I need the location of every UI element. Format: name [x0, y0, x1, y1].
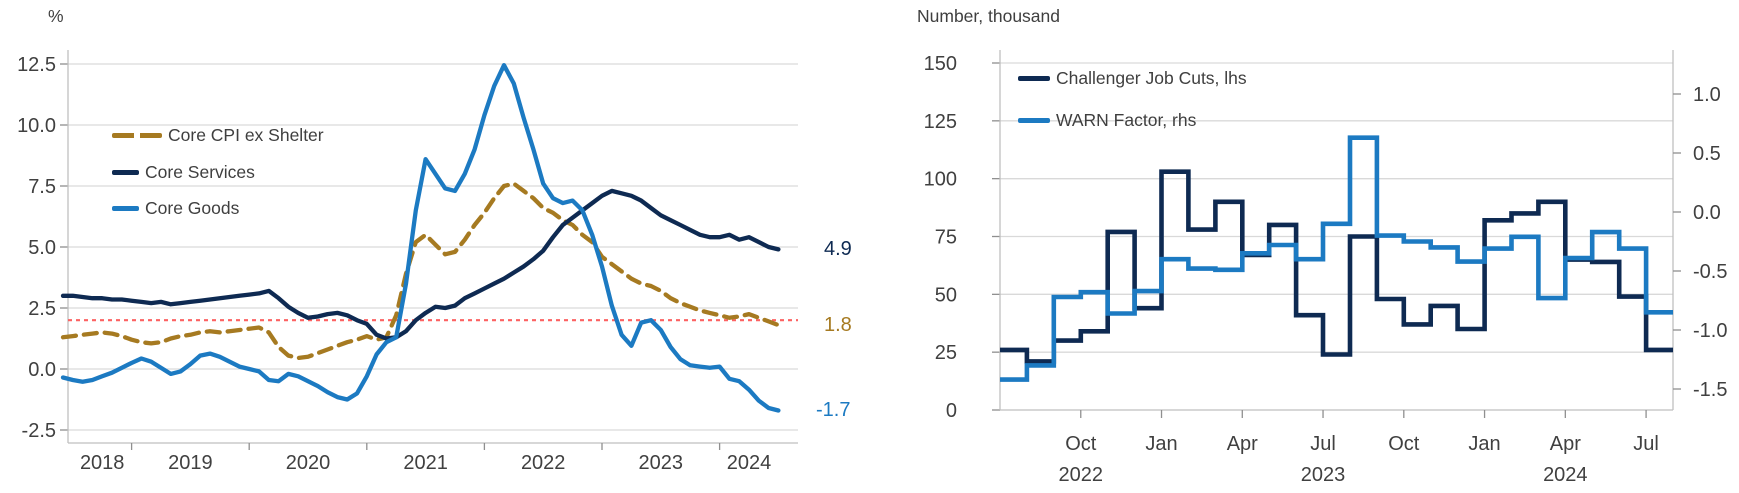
x-tick-year-label: 2023 — [1301, 464, 1346, 486]
x-tick-year-label: 2024 — [1543, 464, 1588, 486]
legend-item-challenger-job-cuts-lhs: Challenger Job Cuts, lhs — [1018, 67, 1247, 89]
left-tick-label: 50 — [935, 284, 957, 306]
right-chart-title: Number, thousand — [917, 6, 1061, 26]
right-tick-label: 0.0 — [1693, 202, 1721, 224]
series-end-value-core-services: 4.9 — [824, 238, 852, 261]
legend-item-core-cpi-ex-shelter: Core CPI ex Shelter — [112, 124, 324, 146]
series-line-core-services — [60, 188, 781, 341]
legend-item-warn-factor-rhs: WARN Factor, rhs — [1018, 109, 1196, 131]
legend-swatch-icon — [1018, 75, 1050, 81]
x-tick-label: Oct — [1065, 433, 1097, 455]
right-tick-label: -1.5 — [1693, 379, 1727, 401]
series-end-value-core-goods: -1.7 — [816, 399, 851, 422]
legend-swatch-icon — [1018, 117, 1050, 123]
left-tick-label: 100 — [924, 169, 957, 191]
legend-item-core-goods: Core Goods — [112, 197, 239, 219]
inflation-chart-plot: 12.5 10.0 7.5 5.0 2.5 0.0 -2.5 2018 2019 2020 2021… — [17, 50, 798, 474]
legend-label: Core CPI ex Shelter — [168, 124, 324, 145]
x-tick-label: Oct — [1388, 433, 1420, 455]
y-tick-label: 10.0 — [17, 115, 56, 137]
x-tick-label: 2019 — [168, 452, 213, 474]
legend-swatch-icon — [112, 169, 139, 175]
series-line-challenger-job-cuts-lhs — [1000, 169, 1673, 364]
y-tick-label: 7.5 — [28, 176, 56, 198]
right-tick-label: -1.0 — [1693, 320, 1727, 342]
y-tick-label: -2.5 — [22, 420, 56, 442]
right-tick-label: -0.5 — [1693, 261, 1727, 283]
x-tick-label: Jan — [1145, 433, 1177, 455]
legend-label: Core Goods — [145, 197, 240, 218]
x-tick-label: Jan — [1468, 433, 1500, 455]
x-tick-label: 2024 — [727, 452, 772, 474]
right-tick-label: 0.5 — [1693, 143, 1721, 165]
x-tick-label: 2023 — [639, 452, 684, 474]
series-line-warn-factor-rhs — [1000, 135, 1673, 382]
x-tick-label: 2021 — [403, 452, 448, 474]
x-tick-label: 2020 — [286, 452, 331, 474]
x-tick-label: Jul — [1310, 433, 1336, 455]
series-end-value-core-cpi-ex-shelter: 1.8 — [824, 314, 852, 337]
series-line-core-goods — [60, 63, 781, 413]
left-tick-label: 75 — [935, 227, 957, 249]
jobcuts-chart: 0 25 50 75 100 125 150 1.0 0.5 0.0 -0.5 -1.0 -1.5 Oct… — [860, 0, 1739, 493]
legend-item-core-services: Core Services — [112, 161, 255, 183]
left-tick-label: 25 — [935, 342, 957, 364]
jobcuts-chart-plot: 0 25 50 75 100 125 150 1.0 0.5 0.0 -0.5 -1.0 -1.5 Oct… — [924, 50, 1727, 486]
left-tick-label: 150 — [924, 53, 957, 75]
y-tick-label: 12.5 — [17, 54, 56, 76]
y-tick-label: 5.0 — [28, 237, 56, 259]
legend-label: WARN Factor, rhs — [1056, 109, 1197, 130]
left-chart-unit-label: % — [48, 6, 64, 26]
inflation-chart: 12.5 10.0 7.5 5.0 2.5 0.0 -2.5 2018 2019 2020 2021… — [0, 0, 860, 493]
x-tick-label: Jul — [1633, 433, 1659, 455]
right-tick-label: 1.0 — [1693, 84, 1721, 106]
y-tick-label: 0.0 — [28, 359, 56, 381]
left-tick-label: 125 — [924, 111, 957, 133]
x-tick-label: 2022 — [521, 452, 566, 474]
legend-swatch-icon — [112, 132, 162, 138]
legend-label: Challenger Job Cuts, lhs — [1056, 67, 1247, 88]
legend-label: Core Services — [145, 161, 255, 182]
x-tick-label: 2018 — [80, 452, 125, 474]
x-tick-label: Apr — [1227, 433, 1258, 455]
x-tick-year-label: 2022 — [1059, 464, 1104, 486]
y-tick-label: 2.5 — [28, 298, 56, 320]
left-tick-label: 0 — [946, 400, 957, 422]
legend-swatch-icon — [112, 205, 139, 211]
x-tick-label: Apr — [1550, 433, 1581, 455]
series-line-core-cpi-ex-shelter — [60, 181, 781, 361]
